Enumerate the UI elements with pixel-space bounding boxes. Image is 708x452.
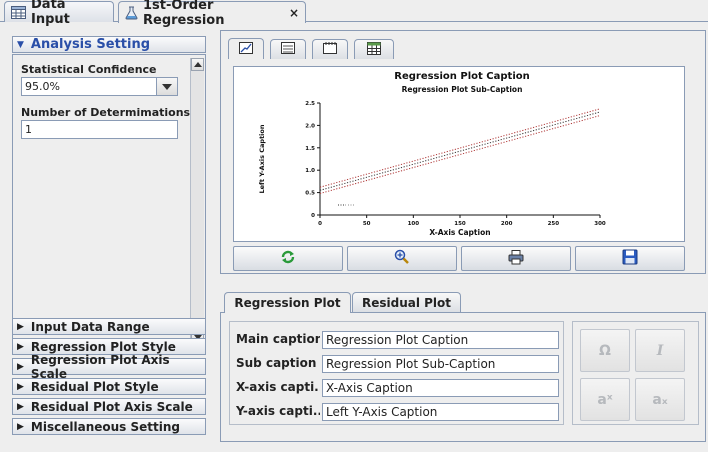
y-tick-label: 1.5 (305, 146, 315, 152)
caption-fields: Main caption Regression Plot Caption Sub… (229, 321, 564, 425)
x-tick-label: 0 (318, 221, 322, 227)
main-caption-label: Main caption (236, 332, 320, 346)
x-axis-caption-input[interactable]: X-Axis Caption (322, 379, 559, 397)
x-tick-label: 250 (548, 221, 560, 227)
y-tick-label: 0.5 (305, 191, 315, 197)
x-tick-label: 150 (454, 221, 466, 227)
omega-symbol-button[interactable]: Ω (580, 329, 630, 372)
confidence-label: Statistical Confidence (21, 63, 157, 76)
line-chart-icon (239, 41, 253, 57)
caption-body: Main caption Regression Plot Caption Sub… (220, 312, 706, 442)
triangle-right-icon: ▶ (17, 341, 24, 352)
x-tick-label: 50 (363, 221, 371, 227)
grid-chart-icon (281, 42, 295, 57)
section-residual-plot-axis-scale[interactable]: ▶ Residual Plot Axis Scale (12, 398, 206, 415)
settings-panel: ▼ Analysis Setting Statistical Confidenc… (12, 34, 208, 441)
section-residual-plot-style[interactable]: ▶ Residual Plot Style (12, 378, 206, 395)
superscript-button[interactable]: aˣ (580, 378, 630, 421)
flask-icon (125, 6, 138, 20)
confidence-value: 95.0% (25, 80, 60, 93)
zoom-button[interactable] (347, 246, 457, 271)
caption-panel: Main caption Regression Plot Caption Sub… (220, 292, 706, 442)
regression-plot: Regression Plot Caption Regression Plot … (233, 66, 685, 242)
refresh-icon (280, 249, 296, 268)
tab-label: Data Input (31, 0, 70, 27)
series-line (319, 115, 601, 194)
chart-title: Regression Plot Caption (394, 71, 530, 82)
tab-label: 1st-Order Regression (143, 0, 225, 28)
triangle-down-icon: ▼ (17, 39, 24, 50)
tab-spreadsheet[interactable] (354, 39, 394, 59)
chart-subtitle: Regression Plot Sub-Caption (402, 85, 523, 94)
analysis-setting-header[interactable]: ▼ Analysis Setting (12, 36, 206, 53)
italic-button[interactable]: I (635, 329, 685, 372)
determinations-label: Number of Determimations (21, 106, 191, 119)
sub-caption-label: Sub caption (236, 356, 317, 370)
triangle-right-icon: ▶ (17, 381, 24, 392)
y-tick-label: 1.0 (305, 168, 315, 174)
section-regression-plot-axis-scale[interactable]: ▶ Regression Plot Axis Scale (12, 353, 206, 381)
y-axis-caption-label: Y-axis capti... (236, 404, 320, 418)
triangle-right-icon: ▶ (17, 401, 24, 412)
x-tick-label: 300 (594, 221, 606, 227)
tab-line-chart[interactable] (228, 38, 264, 59)
print-icon (508, 249, 524, 268)
y-tick-label: 2.0 (305, 123, 315, 129)
refresh-button[interactable] (233, 246, 343, 271)
triangle-right-icon: ▶ (17, 361, 24, 372)
x-axis-caption-label: X-axis capti... (236, 380, 320, 394)
tab-notepad[interactable] (312, 39, 348, 59)
section-regression-plot-style[interactable]: ▶ Regression Plot Style (12, 338, 206, 355)
scroll-up-icon[interactable] (191, 58, 204, 71)
x-tick-label: 200 (501, 221, 513, 227)
y-axis-caption-input[interactable]: Left Y-Axis Caption (322, 403, 559, 421)
save-button[interactable] (575, 246, 685, 271)
y-tick-label: 2.5 (305, 101, 315, 107)
analysis-setting-body: Statistical Confidence 95.0% Number of D… (12, 54, 206, 349)
triangle-right-icon: ▶ (17, 421, 24, 432)
chevron-down-icon[interactable] (156, 78, 177, 95)
confidence-select[interactable]: 95.0% (21, 77, 178, 96)
tab-grid-chart[interactable] (270, 39, 306, 59)
tab-regression-plot[interactable]: Regression Plot (224, 292, 351, 313)
save-icon (622, 249, 638, 268)
x-axis-label: X-Axis Caption (429, 228, 490, 237)
section-input-data-range[interactable]: ▶ Input Data Range (12, 318, 206, 335)
main-caption-input[interactable]: Regression Plot Caption (322, 331, 559, 349)
plot-panel: Regression Plot Caption Regression Plot … (220, 30, 706, 274)
chart-svg: Regression Plot Caption Regression Plot … (258, 71, 606, 237)
y-tick-label: 0 (311, 213, 315, 219)
tab-residual-plot[interactable]: Residual Plot (352, 292, 461, 312)
symbol-buttons: Ω I aˣ aₓ (572, 321, 699, 425)
print-button[interactable] (461, 246, 571, 271)
table-icon (11, 5, 26, 19)
subscript-button[interactable]: aₓ (635, 378, 685, 421)
x-tick-label: 100 (408, 221, 420, 227)
series-line (319, 108, 601, 188)
spreadsheet-icon (367, 41, 381, 58)
notepad-icon (323, 42, 337, 57)
y-axis-label: Left Y-Axis Caption (258, 124, 266, 193)
close-icon[interactable]: × (288, 5, 299, 20)
sub-caption-input[interactable]: Regression Plot Sub-Caption (322, 355, 559, 373)
tab-1st-order-regression[interactable]: 1st-Order Regression × (118, 0, 306, 28)
series-line (319, 111, 601, 191)
section-miscellaneous-setting[interactable]: ▶ Miscellaneous Setting (12, 418, 206, 435)
vertical-scrollbar[interactable] (190, 58, 204, 346)
determinations-input[interactable]: 1 (21, 120, 178, 139)
triangle-right-icon: ▶ (17, 321, 24, 332)
tab-data-input[interactable]: Data Input (4, 0, 114, 27)
zoom-icon (394, 249, 410, 268)
